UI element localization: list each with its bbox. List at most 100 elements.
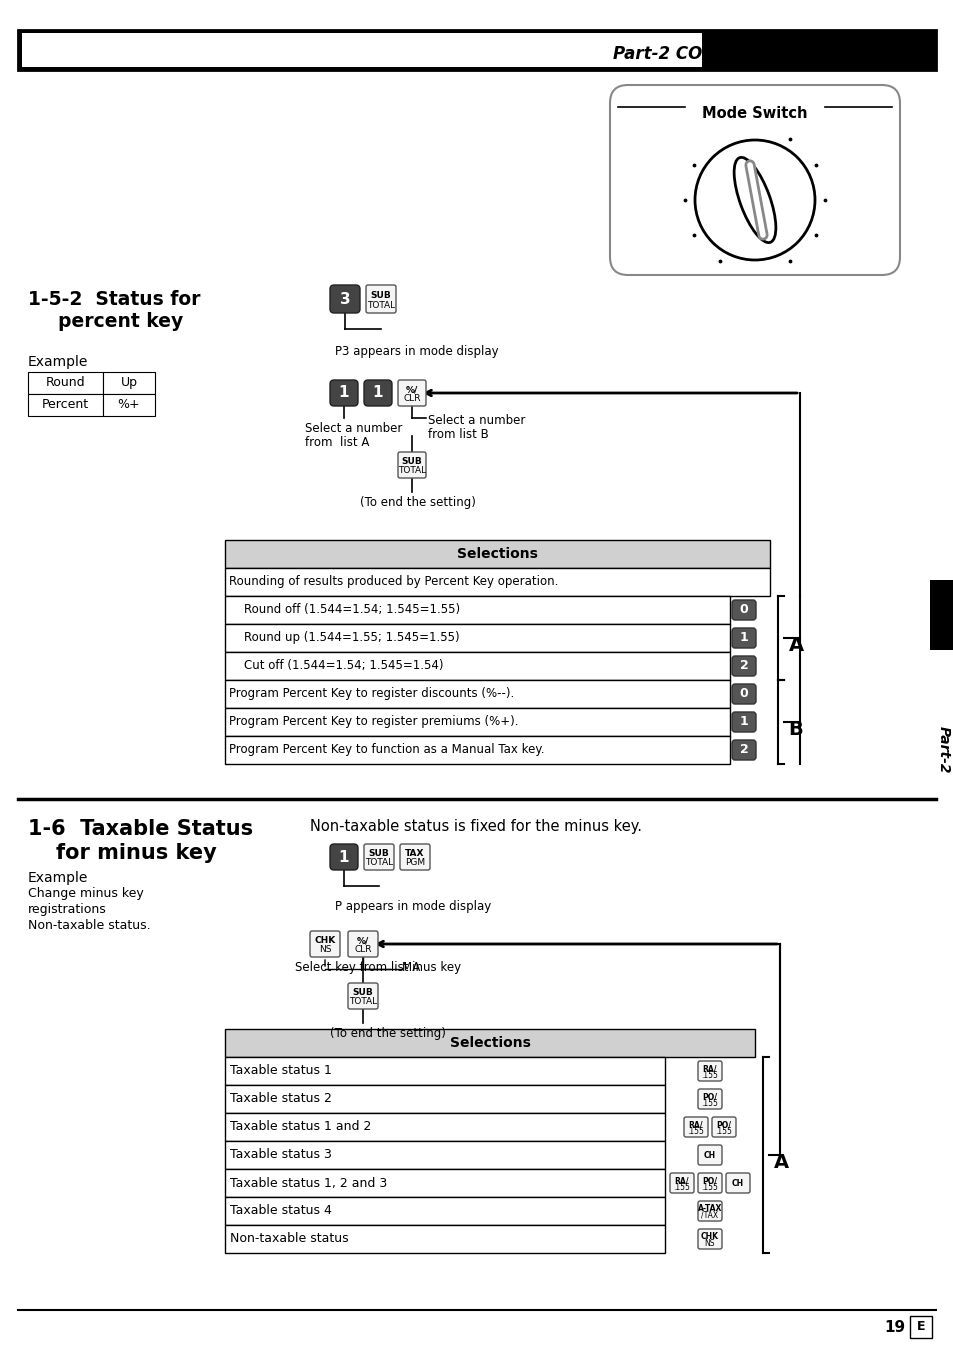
Bar bbox=[18, 30, 935, 70]
Text: Part-2 CONVENIENT OPERATION: Part-2 CONVENIENT OPERATION bbox=[613, 45, 909, 63]
Text: Selections: Selections bbox=[449, 1035, 530, 1050]
Text: /TAX: /TAX bbox=[700, 1211, 718, 1220]
Text: RA/: RA/ bbox=[674, 1176, 688, 1185]
FancyBboxPatch shape bbox=[364, 844, 394, 869]
Text: Selections: Selections bbox=[456, 547, 537, 562]
Bar bbox=[225, 652, 729, 680]
Text: percent key: percent key bbox=[58, 312, 183, 331]
Text: TOTAL: TOTAL bbox=[397, 466, 426, 475]
Text: %/: %/ bbox=[356, 937, 369, 945]
FancyBboxPatch shape bbox=[310, 931, 339, 957]
Text: TAX: TAX bbox=[405, 849, 424, 859]
FancyBboxPatch shape bbox=[397, 452, 426, 478]
Bar bbox=[225, 1085, 664, 1112]
Text: for minus key: for minus key bbox=[56, 842, 216, 863]
Text: Example: Example bbox=[28, 355, 89, 369]
Text: Taxable status 3: Taxable status 3 bbox=[230, 1149, 332, 1161]
Text: A: A bbox=[773, 1153, 788, 1173]
FancyBboxPatch shape bbox=[364, 379, 392, 406]
Text: 0: 0 bbox=[739, 687, 747, 701]
FancyBboxPatch shape bbox=[683, 1116, 707, 1137]
Text: 19: 19 bbox=[882, 1319, 904, 1335]
Text: .155: .155 bbox=[700, 1099, 718, 1108]
FancyBboxPatch shape bbox=[731, 599, 755, 620]
Text: Rounding of results produced by Percent Key operation.: Rounding of results produced by Percent … bbox=[229, 575, 558, 589]
FancyBboxPatch shape bbox=[731, 684, 755, 703]
Text: Round: Round bbox=[46, 377, 85, 390]
Text: 2: 2 bbox=[739, 660, 747, 672]
Text: Round off (1.544=1.54; 1.545=1.55): Round off (1.544=1.54; 1.545=1.55) bbox=[229, 603, 459, 617]
Text: Taxable status 1, 2 and 3: Taxable status 1, 2 and 3 bbox=[230, 1176, 387, 1189]
FancyBboxPatch shape bbox=[348, 983, 377, 1008]
Text: Non-taxable status.: Non-taxable status. bbox=[28, 919, 151, 931]
Text: Mode Switch: Mode Switch bbox=[701, 105, 807, 120]
Bar bbox=[103, 373, 154, 394]
Text: PO/: PO/ bbox=[701, 1092, 717, 1102]
Text: 3: 3 bbox=[339, 292, 350, 306]
FancyBboxPatch shape bbox=[366, 285, 395, 313]
Bar bbox=[225, 568, 769, 595]
Text: Non-taxable status is fixed for the minus key.: Non-taxable status is fixed for the minu… bbox=[310, 819, 641, 834]
Text: Non-taxable status: Non-taxable status bbox=[230, 1233, 348, 1246]
FancyBboxPatch shape bbox=[397, 379, 426, 406]
Text: .155: .155 bbox=[687, 1127, 703, 1135]
Text: 1-6  Taxable Status: 1-6 Taxable Status bbox=[28, 819, 253, 838]
FancyBboxPatch shape bbox=[731, 656, 755, 676]
Text: registrations: registrations bbox=[28, 903, 107, 917]
Text: PO/: PO/ bbox=[716, 1120, 731, 1129]
Bar bbox=[225, 1112, 664, 1141]
Bar bbox=[225, 1169, 664, 1197]
Text: from list B: from list B bbox=[428, 428, 488, 441]
FancyBboxPatch shape bbox=[711, 1116, 735, 1137]
Bar bbox=[225, 1057, 664, 1085]
Text: Example: Example bbox=[28, 871, 89, 886]
Text: 1: 1 bbox=[373, 386, 383, 401]
Text: Taxable status 2: Taxable status 2 bbox=[230, 1092, 332, 1106]
Bar bbox=[909, 1316, 931, 1338]
Text: SUB: SUB bbox=[353, 988, 373, 998]
Text: P appears in mode display: P appears in mode display bbox=[335, 900, 491, 913]
FancyBboxPatch shape bbox=[399, 844, 430, 869]
Bar bbox=[929, 580, 953, 649]
Text: TOTAL: TOTAL bbox=[367, 301, 395, 309]
Bar bbox=[225, 595, 729, 624]
Bar bbox=[225, 1224, 664, 1253]
FancyBboxPatch shape bbox=[348, 931, 377, 957]
Text: Program Percent Key to register discounts (%--).: Program Percent Key to register discount… bbox=[229, 687, 514, 701]
Text: Up: Up bbox=[120, 377, 137, 390]
Text: Select a number: Select a number bbox=[428, 414, 525, 427]
Bar bbox=[225, 540, 769, 568]
Text: Taxable status 1 and 2: Taxable status 1 and 2 bbox=[230, 1120, 371, 1134]
Text: SUB: SUB bbox=[401, 458, 422, 466]
Text: NS: NS bbox=[704, 1239, 715, 1247]
Text: A-TAX: A-TAX bbox=[697, 1204, 721, 1214]
Text: TOTAL: TOTAL bbox=[365, 859, 393, 867]
Text: CH: CH bbox=[731, 1179, 743, 1188]
Text: Taxable status 4: Taxable status 4 bbox=[230, 1204, 332, 1218]
Text: A: A bbox=[787, 636, 802, 656]
Circle shape bbox=[695, 140, 814, 261]
Text: CLR: CLR bbox=[354, 945, 372, 954]
Bar bbox=[103, 394, 154, 416]
Text: B: B bbox=[788, 721, 802, 740]
FancyBboxPatch shape bbox=[609, 85, 899, 275]
Bar bbox=[22, 32, 701, 68]
Text: Program Percent Key to function as a Manual Tax key.: Program Percent Key to function as a Man… bbox=[229, 744, 544, 756]
Text: %+: %+ bbox=[117, 398, 140, 412]
Text: Select a number: Select a number bbox=[305, 423, 402, 435]
FancyBboxPatch shape bbox=[330, 379, 357, 406]
Text: 1: 1 bbox=[739, 632, 747, 644]
Bar bbox=[225, 1197, 664, 1224]
FancyBboxPatch shape bbox=[698, 1089, 721, 1108]
Bar bbox=[225, 680, 729, 707]
Text: %/: %/ bbox=[405, 385, 417, 394]
FancyBboxPatch shape bbox=[698, 1228, 721, 1249]
FancyBboxPatch shape bbox=[669, 1173, 693, 1193]
Bar bbox=[225, 1141, 664, 1169]
Text: 0: 0 bbox=[739, 603, 747, 617]
Text: PO/: PO/ bbox=[701, 1176, 717, 1185]
Text: 2: 2 bbox=[739, 744, 747, 756]
Text: Cut off (1.544=1.54; 1.545=1.54): Cut off (1.544=1.54; 1.545=1.54) bbox=[229, 660, 443, 672]
Text: 1: 1 bbox=[338, 386, 349, 401]
Text: TOTAL: TOTAL bbox=[349, 998, 376, 1006]
